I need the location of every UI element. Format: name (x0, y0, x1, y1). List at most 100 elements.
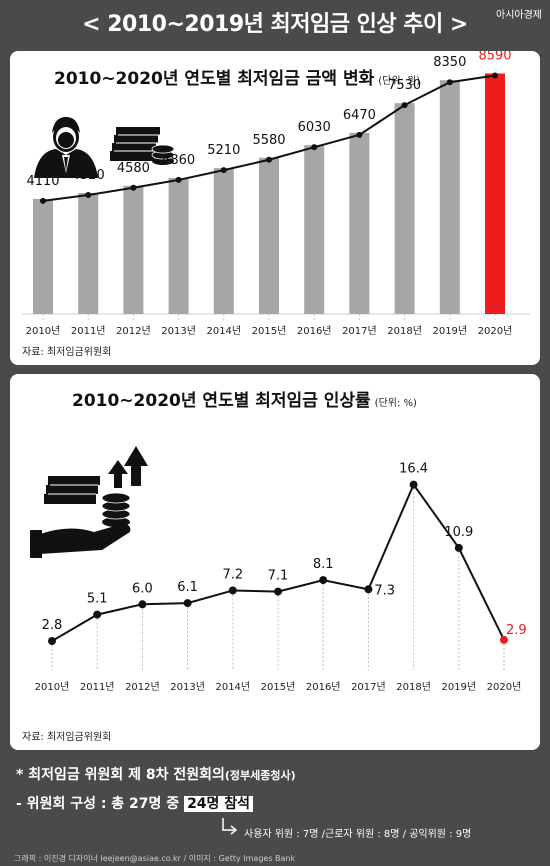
chart1-title: 2010~2020년 연도별 최저임금 금액 변화 (54, 69, 375, 89)
chart1-x-tick-label: 2019년 (432, 325, 467, 337)
chart1-value-label: 6030 (298, 120, 331, 135)
chart1-x-tick-label: 2016년 (297, 325, 332, 337)
chart2-point (48, 637, 56, 646)
chart2-point (500, 635, 508, 644)
credit-line: 그래픽 : 이진경 디자이너 leejeen@asiae.co.kr / 이미지… (14, 854, 296, 863)
chart2-point (274, 587, 282, 596)
wage-rate-panel: 2010~2020년 연도별 최저임금 인상률 (단위: %) 2.8 5.1 6.0… (10, 374, 540, 750)
chart2-unit: (단위: %) (374, 398, 417, 409)
chart1-bar (259, 157, 279, 314)
chart2-x-tick-label: 2011년 (80, 681, 115, 693)
chart1-point (401, 102, 408, 109)
chart1-bar (123, 185, 144, 314)
chart1-unit: (단위: 원) (378, 76, 421, 87)
note-committee-text: - 위원회 구성 : 총 27명 중 (16, 796, 180, 812)
chart1-value-label: 5580 (252, 133, 285, 148)
chart2-source: 자료: 최저임금위원회 (22, 732, 112, 743)
chart2-value-label: 16.4 (399, 462, 428, 477)
chart2-point (138, 600, 147, 609)
chart1-bar (304, 145, 325, 314)
chart1-x-tick-label: 2011년 (71, 325, 106, 337)
chart2-value-label: 7.1 (268, 569, 289, 584)
chart1-x-tick-label: 2014년 (206, 325, 241, 337)
chart1-x-tick-label: 2012년 (116, 325, 151, 337)
chart1-title-row: 2010~2020년 연도별 최저임금 금액 변화 (단위: 원) (54, 64, 420, 89)
chart2-value-label: 7.2 (222, 567, 243, 582)
chart2-point (183, 599, 192, 608)
chart2-x-tick-label: 2017년 (351, 681, 386, 693)
chart1-value-label: 5210 (207, 143, 240, 158)
chart1-gridlines (22, 313, 530, 320)
chart2-value-label: 5.1 (87, 592, 108, 607)
chart2-value-label: 6.0 (132, 581, 153, 596)
chart2-value-label: 2.8 (42, 618, 63, 633)
chart1-value-label: 8590 (478, 51, 511, 63)
chart2-x-tick-label: 2014년 (215, 681, 250, 693)
chart1-x-tick-label: 2013년 (161, 325, 196, 337)
chart1-value-label: 8350 (433, 55, 466, 70)
chart2-point (409, 480, 418, 489)
chart1-bars (33, 73, 505, 314)
chart2-value-label: 10.9 (444, 525, 473, 540)
chart2-x-tick-label: 2016년 (306, 681, 341, 693)
chart2-points (48, 480, 508, 646)
chart1-point (85, 192, 92, 199)
chart1-bar (394, 103, 415, 314)
chart1-value-label: 7530 (388, 78, 421, 93)
chart1-point (130, 184, 137, 191)
chart1-value-labels: 4110 4320 4580 4860 5210 5580 6030 6470 7530 8350… (26, 51, 511, 189)
chart2-x-tick-label: 2013년 (170, 681, 205, 693)
chart1-point (266, 156, 272, 163)
chart1-bar (349, 132, 370, 314)
chart1-x-tick-label: 2010년 (26, 325, 61, 337)
chart1-bar (33, 198, 53, 314)
note-committee: - 위원회 구성 : 총 27명 중 24명 참석 (16, 793, 254, 813)
money-stack-icon (110, 127, 175, 165)
chart2-value-label: 8.1 (313, 557, 334, 572)
chart1-bar (78, 193, 99, 314)
chart2-value-label: 6.1 (177, 580, 198, 595)
chart2-title-row: 2010~2020년 연도별 최저임금 인상률 (단위: %) (72, 386, 417, 411)
chart2-value-labels: 2.8 5.1 6.0 6.1 7.2 7.1 8.1 7.3 16.4 10.9 2.9 (42, 462, 527, 638)
chart2-point (93, 610, 102, 619)
chart1-value-label: 4580 (117, 161, 150, 176)
chart1-svg: 4110 4320 4580 4860 5210 5580 6030 6470 7530 8350… (22, 51, 530, 337)
chart2-point (364, 585, 373, 594)
chart1-point (311, 144, 318, 151)
chart2-x-tick-label: 2015년 (261, 681, 296, 693)
chart1-x-tick-label: 2017년 (342, 325, 377, 337)
chart1-point (356, 131, 363, 138)
chart1-x-axis: 2010년 2011년 2012년 2013년 2014년 2015년 2016년 2017년… (26, 325, 513, 337)
chart2-x-tick-label: 2012년 (125, 681, 160, 693)
chart1-bar (439, 80, 460, 314)
arrow-icon (220, 818, 240, 838)
note-meeting-text: * 최저임금 위원회 제 8차 전원회의 (16, 767, 225, 783)
note-meeting: * 최저임금 위원회 제 8차 전원회의(정부세종청사) (16, 764, 296, 784)
chart2-x-tick-label: 2019년 (441, 681, 476, 693)
money-hand-icon (30, 446, 148, 558)
chart1-x-tick-label: 2015년 (252, 325, 287, 337)
main-title: < 2010~2019년 최저임금 인상 추이 > (82, 12, 468, 37)
wage-amount-panel: 2010~2020년 연도별 최저임금 금액 변화 (단위: 원) 411 (10, 51, 540, 365)
chart1-point (175, 176, 182, 183)
chart1-point (220, 167, 227, 174)
chart2-point (319, 576, 328, 585)
attendance-highlight: 24명 참석 (184, 796, 254, 812)
chart1-value-label: 4110 (26, 174, 59, 189)
chart2-x-tick-label: 2018년 (396, 681, 431, 693)
chart1-point (446, 79, 453, 86)
chart1-point (40, 197, 46, 204)
brand-logo: 아시아경제 (496, 10, 542, 21)
chart2-x-tick-label: 2020년 (487, 681, 522, 693)
chart1-value-label: 6470 (343, 108, 376, 123)
chart2-gridlines (51, 484, 505, 670)
chart1-x-tick-label: 2020년 (478, 325, 513, 337)
note-meeting-paren: (정부세종청사) (224, 769, 296, 782)
committee-breakdown: 사용자 위원 : 7명 /근로자 위원 : 8명 / 공익위원 : 9명 (244, 829, 472, 840)
chart1-source: 자료: 최저임금위원회 (22, 347, 112, 358)
chart2-value-label: 2.9 (506, 623, 527, 638)
chart2-point (454, 543, 463, 552)
chart1-bar (213, 168, 234, 314)
person-icon (34, 117, 98, 178)
chart2-title: 2010~2020년 연도별 최저임금 인상률 (72, 391, 371, 411)
